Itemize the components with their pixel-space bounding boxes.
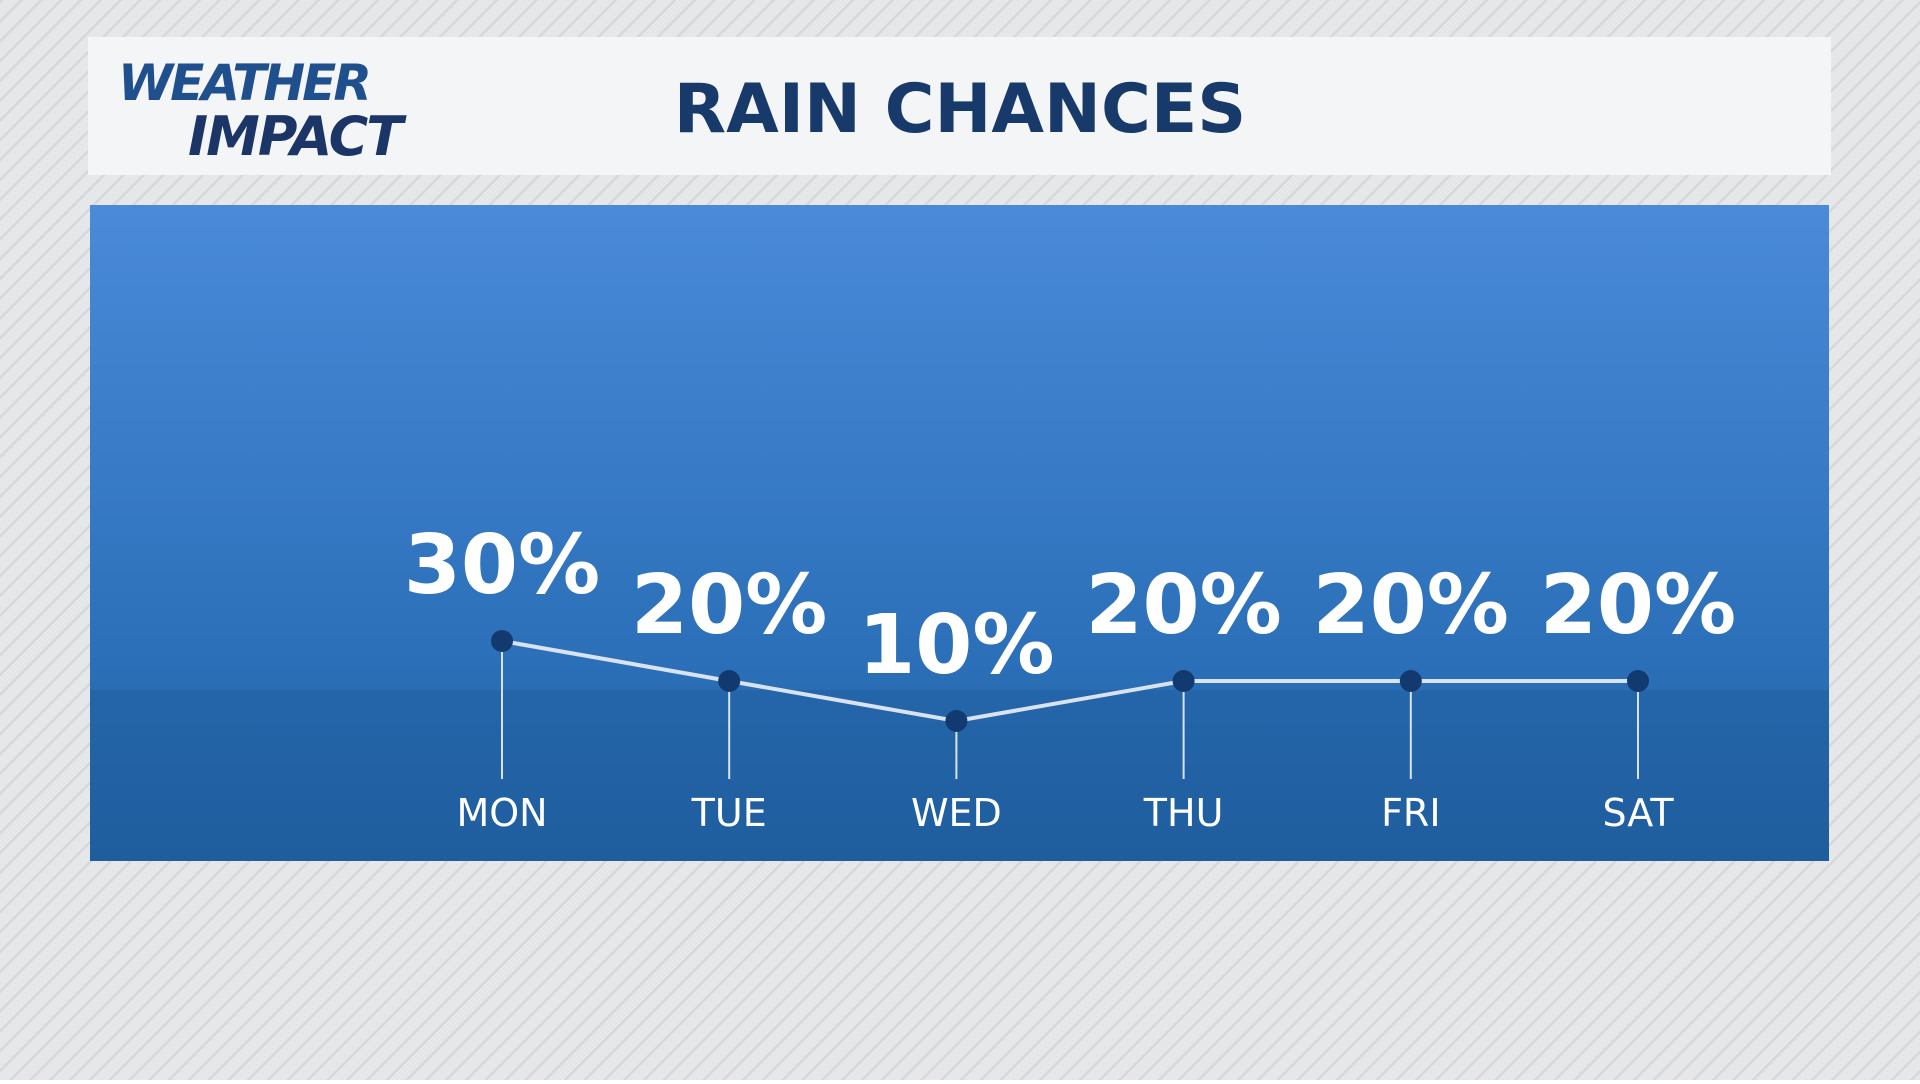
logo-top: WEATHER <box>118 54 369 112</box>
x-tick-label: FRI <box>1381 791 1440 835</box>
rain-line <box>501 639 1638 724</box>
x-tick-label: SAT <box>1602 791 1674 835</box>
value-label: 20% <box>1085 558 1281 653</box>
x-tick-label: TUE <box>691 791 767 835</box>
point <box>718 670 741 692</box>
point <box>491 630 513 652</box>
value-label: 20% <box>1313 558 1509 653</box>
x-tick-label: MON <box>456 791 547 835</box>
logo-bottom: IMPACT <box>188 105 407 168</box>
x-tick-label: THU <box>1143 791 1224 835</box>
chart-title: RAIN CHANCES <box>674 70 1247 149</box>
value-label: 10% <box>858 598 1054 693</box>
point <box>945 710 968 732</box>
x-tick-label: WED <box>911 791 1002 835</box>
value-label: 30% <box>404 518 600 613</box>
point <box>1172 670 1195 692</box>
value-label: 20% <box>1540 558 1736 653</box>
header-bar <box>88 37 1831 175</box>
value-label: 20% <box>631 558 827 653</box>
point <box>1399 670 1422 692</box>
chart-panel <box>90 205 1829 861</box>
plot: 30% MON 20% TUE 10% WED 20% THU 20% FRI 20% SAT <box>404 518 1736 835</box>
point <box>1627 670 1649 692</box>
